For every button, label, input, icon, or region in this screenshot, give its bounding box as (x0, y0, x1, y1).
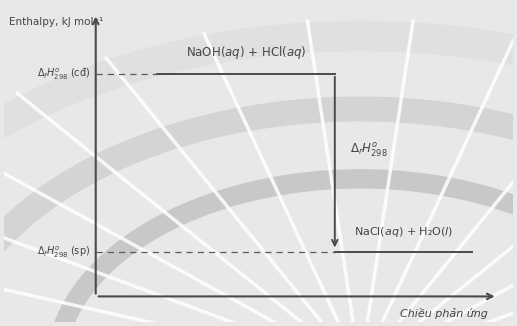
Text: Chiều phản ứng: Chiều phản ứng (400, 308, 488, 319)
Text: NaOH($aq$) + HCl($aq$): NaOH($aq$) + HCl($aq$) (186, 44, 306, 61)
Text: $\Delta_f H^o_{298}$ (cđ): $\Delta_f H^o_{298}$ (cđ) (37, 67, 90, 82)
Text: $\Delta_r H^o_{298}$: $\Delta_r H^o_{298}$ (350, 141, 388, 159)
Text: NaCl($aq$) + H₂O($\it{l}$): NaCl($aq$) + H₂O($\it{l}$) (354, 225, 453, 239)
Text: Enthalpy, kJ mol⁻¹: Enthalpy, kJ mol⁻¹ (9, 17, 103, 27)
Text: $\Delta_f H^o_{298}$ (sp): $\Delta_f H^o_{298}$ (sp) (38, 244, 90, 259)
